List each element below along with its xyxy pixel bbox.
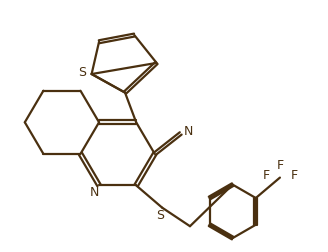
Text: F: F (277, 159, 283, 172)
Text: F: F (291, 169, 297, 182)
Text: F: F (262, 169, 269, 182)
Text: S: S (156, 209, 164, 222)
Text: N: N (90, 185, 99, 199)
Text: S: S (78, 67, 86, 79)
Text: N: N (184, 125, 194, 138)
